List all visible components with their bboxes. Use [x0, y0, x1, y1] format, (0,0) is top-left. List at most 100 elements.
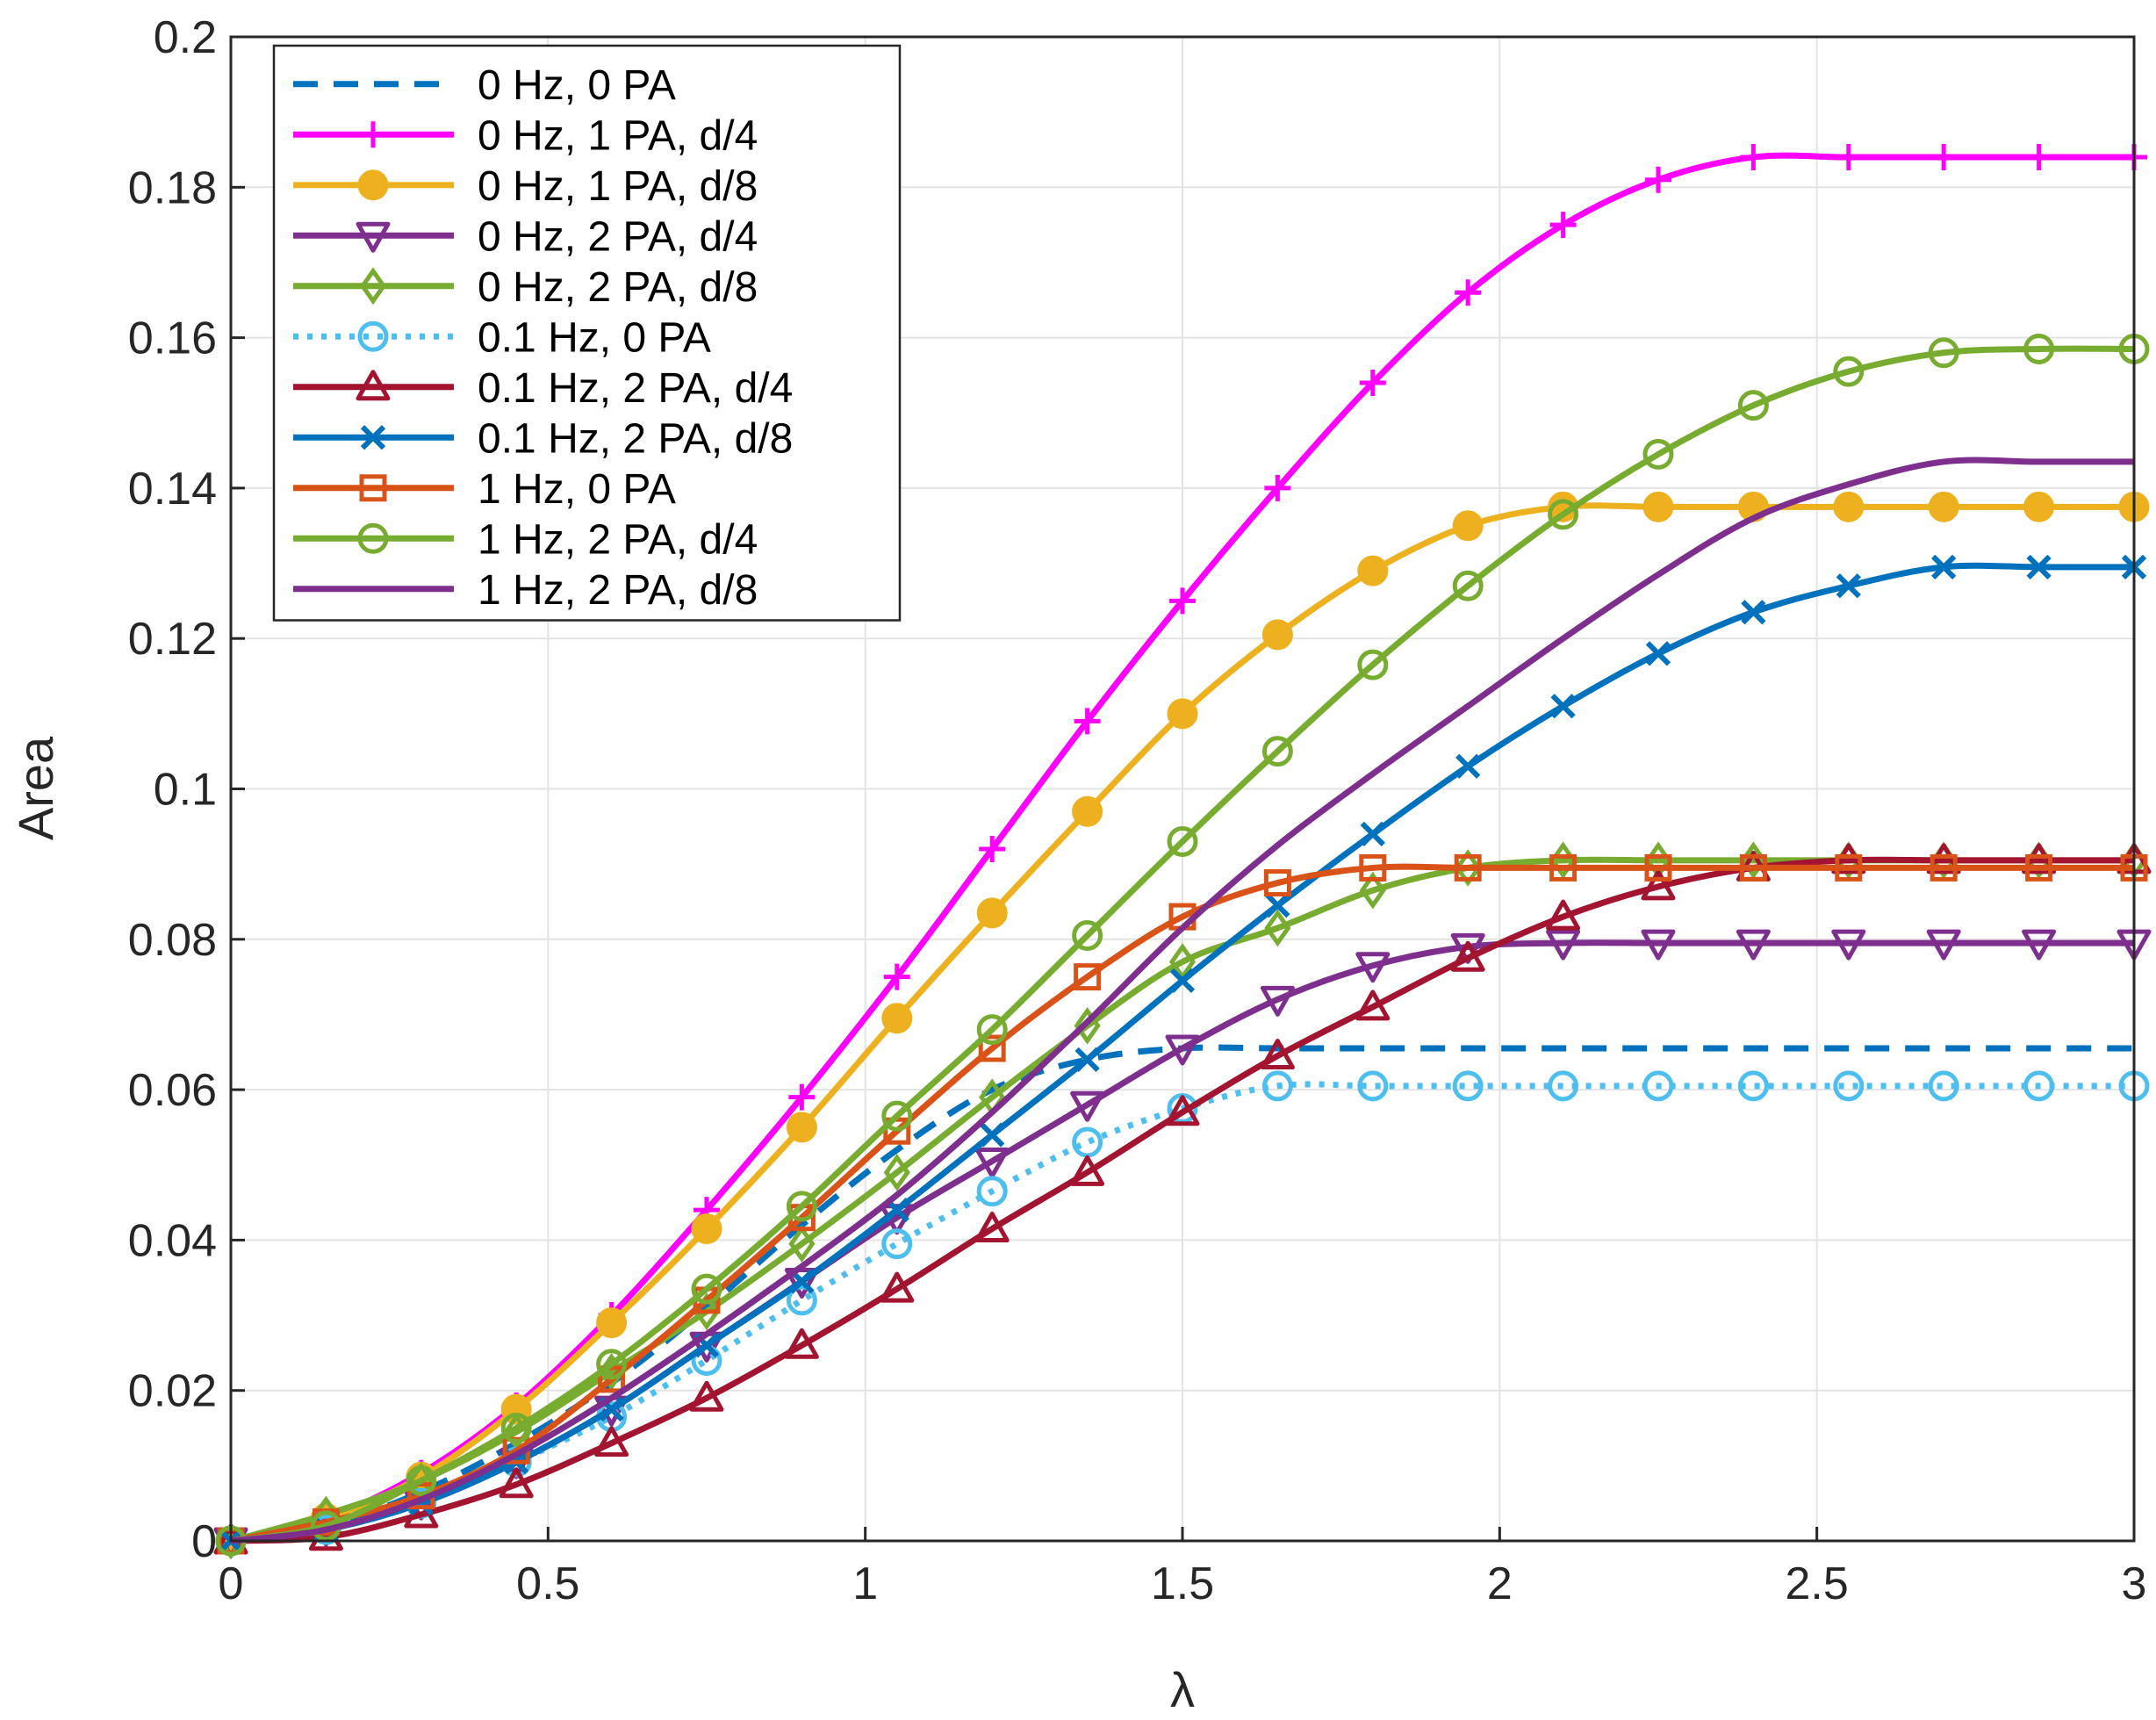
data-point-marker [1931, 554, 1957, 579]
data-point-marker [1736, 929, 1771, 961]
data-point-marker [1357, 649, 1389, 680]
data-point-marker [1739, 853, 1767, 882]
series-3 [215, 491, 2150, 1557]
legend-label: 0.1 Hz, 2 PA, d/4 [478, 365, 793, 412]
legend-label: 0 Hz, 1 PA, d/8 [478, 163, 758, 210]
data-point-marker [1074, 1006, 1101, 1045]
data-point-marker [406, 1465, 437, 1496]
axis-ticks: 0 0.5 1 1.5 2 2.5 3 0 0.02 0.04 0.06 0.08 0.1 0.12 0.1… [128, 12, 2147, 1609]
data-point-marker [1930, 144, 1958, 171]
data-point-marker [1355, 990, 1391, 1021]
data-point-marker [1260, 1039, 1295, 1070]
legend-entry: 0 Hz, 2 PA, d/4 [293, 213, 758, 260]
data-point-marker [978, 1034, 1006, 1062]
series-line [230, 863, 2134, 1544]
data-point-marker [1549, 853, 1577, 882]
data-point-marker [1261, 619, 1293, 651]
data-point-marker [499, 1467, 534, 1499]
data-point-marker [980, 1122, 1005, 1148]
y-axis-label: Area [8, 736, 63, 840]
y-tick-label: 0.18 [128, 162, 217, 213]
data-point-marker [1264, 909, 1291, 947]
data-point-marker [1642, 491, 1674, 522]
legend-label: 0 Hz, 2 PA, d/8 [478, 264, 758, 311]
data-point-marker [1836, 573, 1861, 599]
data-point-marker [356, 221, 391, 253]
data-point-marker [1835, 853, 1863, 882]
data-point-marker [356, 370, 391, 401]
data-point-marker [1450, 940, 1485, 972]
legend-label: 0 Hz, 2 PA, d/4 [478, 213, 758, 260]
data-point-marker [1737, 390, 1769, 421]
series-10 [215, 333, 2150, 1557]
data-point-marker [1454, 853, 1482, 882]
data-point-marker [596, 1307, 628, 1339]
data-point-marker [1833, 1070, 1865, 1102]
series-11 [230, 457, 2134, 1544]
data-point-marker [1355, 952, 1391, 983]
y-tick-label: 0.2 [154, 12, 217, 63]
data-point-marker [1645, 166, 1671, 193]
legend-entry: 1 Hz, 2 PA, d/4 [293, 516, 758, 563]
data-point-marker [1642, 1070, 1674, 1102]
data-point-marker [1169, 587, 1196, 615]
data-point-marker [360, 425, 386, 450]
y-tick-label: 0.08 [128, 915, 217, 966]
data-point-marker [1452, 510, 1484, 542]
data-point-marker [1546, 899, 1581, 931]
data-point-marker [1074, 1047, 1100, 1072]
y-tick-label: 0.1 [154, 765, 217, 816]
data-point-marker [1360, 821, 1385, 847]
data-point-marker [1740, 144, 1767, 171]
data-point-marker [1452, 1070, 1484, 1102]
data-point-marker [1074, 963, 1102, 991]
data-point-marker [1264, 474, 1291, 501]
data-point-marker [357, 522, 389, 554]
data-point-marker [1548, 1070, 1579, 1102]
data-point-marker [1835, 144, 1862, 171]
y-tick-label: 0.12 [128, 614, 217, 665]
data-point-marker [1737, 1070, 1769, 1102]
legend-label: 0.1 Hz, 0 PA [478, 314, 711, 361]
data-point-marker [1455, 279, 1482, 306]
data-point-marker [1831, 929, 1866, 961]
data-point-marker [1741, 600, 1766, 625]
data-point-marker [880, 1271, 915, 1303]
data-point-marker [784, 1328, 819, 1359]
data-point-marker [596, 1349, 628, 1380]
data-point-marker [976, 897, 1008, 929]
x-tick-label: 2.5 [1786, 1558, 1849, 1609]
data-point-marker [1263, 869, 1291, 897]
data-point-marker [2022, 929, 2057, 961]
data-point-marker [1261, 736, 1293, 767]
legend-label: 1 Hz, 0 PA [478, 466, 676, 513]
data-point-marker [2026, 554, 2052, 579]
data-point-marker [1928, 337, 1959, 369]
data-point-marker [1261, 1070, 1293, 1102]
legend-entry: 0 Hz, 1 PA, d/4 [293, 112, 758, 159]
x-tick-label: 0 [219, 1558, 244, 1609]
data-point-marker [1546, 929, 1581, 961]
legend-entry: 0.1 Hz, 2 PA, d/4 [293, 365, 793, 412]
legend: 0 Hz, 0 PA0 Hz, 1 PA, d/40 Hz, 1 PA, d/8… [272, 44, 902, 622]
data-point-marker [976, 1014, 1008, 1046]
data-point-marker [1549, 212, 1577, 239]
series-line [230, 457, 2134, 1544]
data-point-marker [1928, 491, 1959, 522]
series-line [230, 152, 2134, 1544]
data-point-marker [1550, 694, 1576, 719]
data-point-marker [1070, 1155, 1105, 1186]
data-point-marker [1644, 853, 1672, 882]
data-point-marker [1357, 555, 1389, 587]
series-line [230, 502, 2134, 1544]
data-point-marker [1260, 985, 1295, 1017]
data-point-marker [1169, 968, 1196, 994]
legend-entry: 0 Hz, 1 PA, d/8 [293, 163, 758, 210]
legend-label: 1 Hz, 2 PA, d/8 [478, 567, 758, 614]
data-point-marker [359, 267, 387, 306]
data-point-marker [1165, 1095, 1200, 1126]
data-point-marker [881, 1100, 913, 1132]
legend-label: 0 Hz, 1 PA, d/4 [478, 112, 758, 159]
data-point-marker [1359, 369, 1386, 396]
